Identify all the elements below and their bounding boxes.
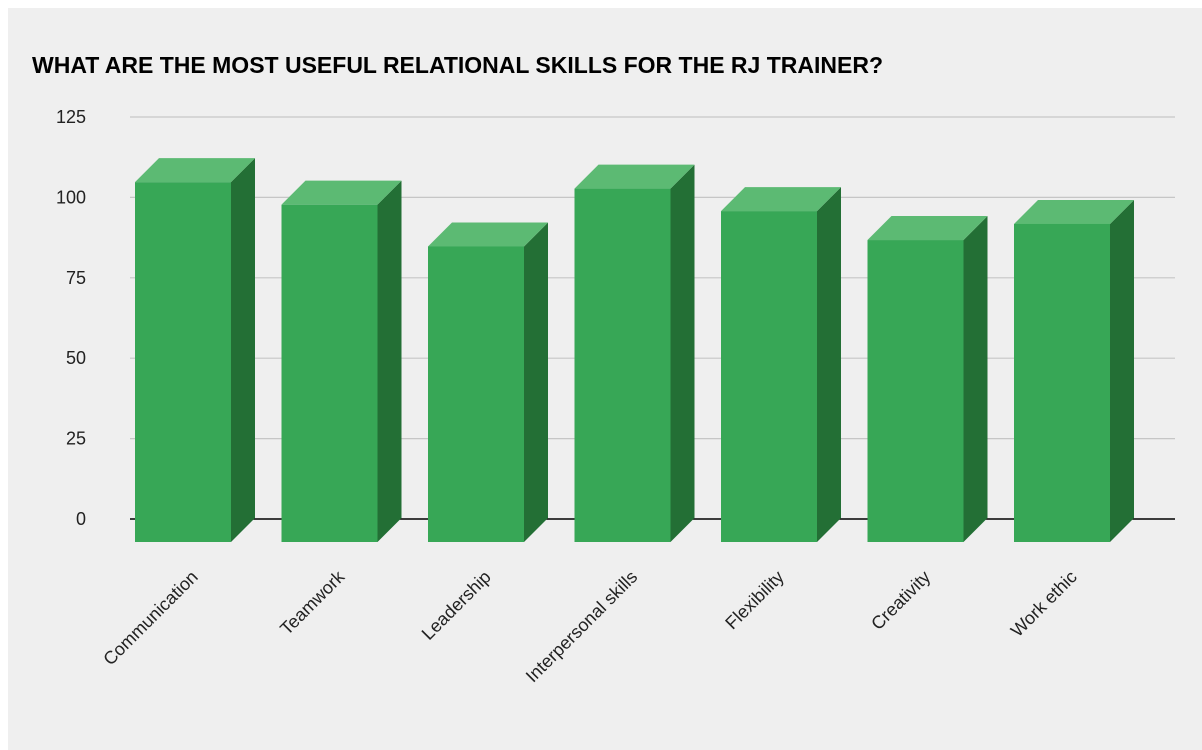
y-tick-label: 75 [66, 268, 86, 288]
bar-top [281, 180, 402, 205]
x-category-label: Interpersonal skills [522, 567, 642, 687]
bar-side [670, 164, 695, 543]
bar-front [721, 211, 817, 542]
bars [135, 158, 1134, 543]
bar-side [377, 180, 402, 542]
bar-top [574, 164, 695, 189]
x-category-label: Creativity [867, 567, 934, 634]
bar-side [231, 158, 255, 542]
y-tick-label: 100 [56, 187, 86, 207]
x-category-label: Teamwork [276, 566, 349, 639]
x-axis-labels: Communication Teamwork Leadership Interpers… [99, 566, 1081, 686]
bar-front [281, 204, 378, 542]
bar-front [574, 188, 671, 543]
y-tick-label: 50 [66, 348, 86, 368]
bar [574, 164, 695, 543]
x-category-label: Flexibility [721, 567, 787, 633]
bar [721, 187, 841, 542]
bar [428, 222, 548, 543]
bar-front [135, 182, 231, 542]
y-axis-ticks: 0 25 50 75 100 125 [56, 107, 86, 529]
bar [135, 158, 255, 542]
x-category-label: Leadership [418, 567, 495, 644]
bar-front [867, 240, 964, 542]
bar-side [1110, 199, 1134, 542]
bar-front [1014, 223, 1110, 542]
bar [1014, 199, 1134, 542]
y-tick-label: 125 [56, 107, 86, 127]
bar-top [721, 187, 841, 212]
bar-side [817, 187, 841, 542]
x-category-label: Communication [99, 567, 202, 670]
bar [867, 216, 988, 542]
bar-top [135, 158, 255, 183]
chart-title: WHAT ARE THE MOST USEFUL RELATIONAL SKIL… [32, 52, 883, 78]
bar-top [1014, 199, 1134, 224]
bar-side [963, 216, 988, 542]
bar-top [867, 216, 988, 241]
x-category-label: Work ethic [1007, 567, 1081, 641]
bar-front [428, 246, 524, 543]
bar [281, 180, 402, 542]
bar-top [428, 222, 548, 247]
y-tick-label: 25 [66, 429, 86, 449]
y-tick-label: 0 [76, 509, 86, 529]
bar-side [524, 222, 548, 543]
